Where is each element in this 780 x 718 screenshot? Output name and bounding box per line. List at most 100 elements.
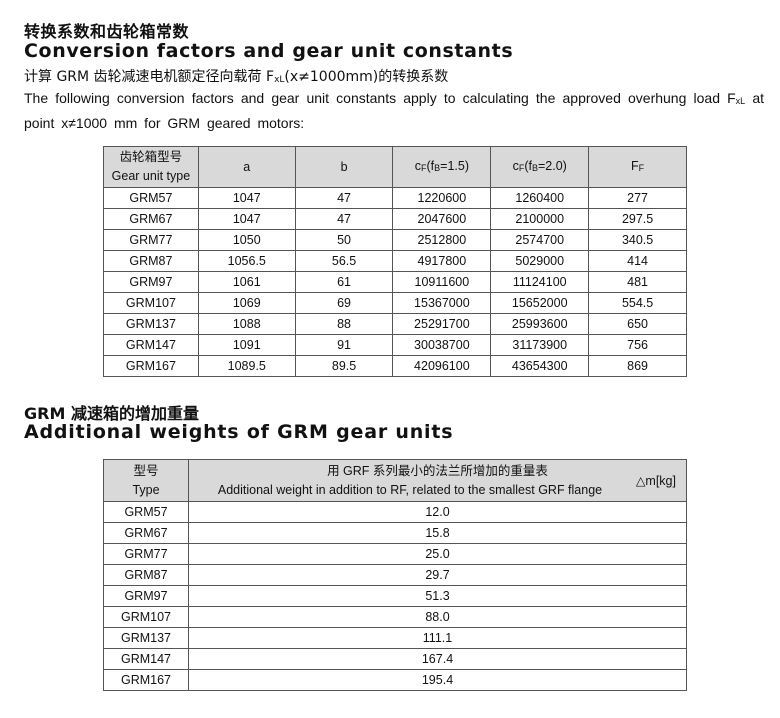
- table-row: GRM57 12.0: [103, 501, 687, 523]
- cell-value: 1069: [197, 292, 296, 314]
- cell-value: 2574700: [490, 229, 590, 251]
- cell-value: 2047600: [392, 208, 492, 230]
- cell-type: GRM87: [103, 250, 199, 272]
- cell-value: 88.0: [188, 606, 687, 628]
- cell-type: GRM167: [103, 669, 189, 691]
- table-row: GRM147 167.4: [103, 648, 687, 670]
- cell-type: GRM57: [103, 501, 189, 523]
- cell-type: GRM67: [103, 522, 189, 544]
- cell-value: 51.3: [188, 585, 687, 607]
- cell-value: 43654300: [490, 355, 590, 377]
- header-type: 型号 Type: [103, 459, 189, 502]
- cell-value: 756: [588, 334, 687, 356]
- cell-value: 5029000: [490, 250, 590, 272]
- header-cf-20: cF(fB=2.0): [490, 146, 590, 188]
- table-row: GRM107 1069 69 15367000 15652000 554.5: [103, 292, 687, 314]
- cell-type: GRM77: [103, 229, 199, 251]
- cell-type: GRM107: [103, 606, 189, 628]
- section-title-cn: 转换系数和齿轮箱常数: [24, 22, 190, 41]
- cell-value: 25993600: [490, 313, 590, 335]
- cell-type: GRM147: [103, 648, 189, 670]
- description-paragraph: The following conversion factors and gea…: [24, 90, 764, 131]
- cell-value: 91: [294, 334, 394, 356]
- table-row: GRM67 1047 47 2047600 2100000 297.5: [103, 208, 687, 230]
- additional-weights-table: 型号 Type 用 GRF 系列最小的法兰所增加的重量表 Additional we…: [103, 459, 687, 691]
- cell-value: 2100000: [490, 208, 590, 230]
- cell-type: GRM57: [103, 187, 199, 209]
- cell-value: 1061: [197, 271, 296, 293]
- cell-value: 15652000: [490, 292, 590, 314]
- header-ff: FF: [588, 146, 687, 188]
- cell-type: GRM87: [103, 564, 189, 586]
- section-title-en: Conversion factors and gear unit constan…: [24, 40, 514, 62]
- cell-value: 15367000: [392, 292, 492, 314]
- table-row: GRM57 1047 47 1220600 1260400 277: [103, 187, 687, 209]
- table-row: GRM137 1088 88 25291700 25993600 650: [103, 313, 687, 335]
- cell-value: 1220600: [392, 187, 492, 209]
- cell-value: 31173900: [490, 334, 590, 356]
- table-row: GRM167 1089.5 89.5 42096100 43654300 869: [103, 355, 687, 377]
- cell-value: 167.4: [188, 648, 687, 670]
- header-gear-unit-type: 齿轮箱型号 Gear unit type: [103, 146, 199, 188]
- cell-value: 69: [294, 292, 394, 314]
- cell-value: 1091: [197, 334, 296, 356]
- cell-value: 869: [588, 355, 687, 377]
- cell-value: 650: [588, 313, 687, 335]
- table-header-row: 型号 Type 用 GRF 系列最小的法兰所增加的重量表 Additional we…: [103, 459, 687, 502]
- unit-label: △m[kg]: [635, 474, 676, 488]
- cell-value: 12.0: [188, 501, 687, 523]
- cell-value: 1047: [197, 187, 296, 209]
- cell-type: GRM137: [103, 627, 189, 649]
- table-header-row: 齿轮箱型号 Gear unit type a b cF(fB=1.5) cF(fB…: [103, 146, 687, 188]
- cell-value: 47: [294, 187, 394, 209]
- cell-value: 30038700: [392, 334, 492, 356]
- table-row: GRM87 29.7: [103, 564, 687, 586]
- cell-type: GRM67: [103, 208, 199, 230]
- cell-value: 111.1: [188, 627, 687, 649]
- cell-value: 1047: [197, 208, 296, 230]
- cell-value: 50: [294, 229, 394, 251]
- table-row: GRM97 1061 61 10911600 11124100 481: [103, 271, 687, 293]
- cell-value: 340.5: [588, 229, 687, 251]
- cell-value: 554.5: [588, 292, 687, 314]
- cell-value: 61: [294, 271, 394, 293]
- header-additional-weight: 用 GRF 系列最小的法兰所增加的重量表 Additional weight in…: [188, 459, 687, 502]
- cell-value: 1050: [197, 229, 296, 251]
- conversion-factors-table: 齿轮箱型号 Gear unit type a b cF(fB=1.5) cF(fB…: [103, 146, 687, 377]
- table-row: GRM77 1050 50 2512800 2574700 340.5: [103, 229, 687, 251]
- section2-title-en: Additional weights of GRM gear units: [24, 421, 454, 443]
- table-row: GRM137 111.1: [103, 627, 687, 649]
- cell-type: GRM167: [103, 355, 199, 377]
- cell-value: 195.4: [188, 669, 687, 691]
- cell-type: GRM97: [103, 585, 189, 607]
- table-row: GRM97 51.3: [103, 585, 687, 607]
- cell-value: 11124100: [490, 271, 590, 293]
- cell-type: GRM77: [103, 543, 189, 565]
- cell-value: 1089.5: [197, 355, 296, 377]
- subtitle-cn: 计算 GRM 齿轮减速电机额定径向载荷 FxL(x≠1000mm)的转换系数: [24, 69, 449, 85]
- cell-value: 25291700: [392, 313, 492, 335]
- cell-value: 88: [294, 313, 394, 335]
- table-row: GRM67 15.8: [103, 522, 687, 544]
- cell-type: GRM137: [103, 313, 199, 335]
- table-row: GRM87 1056.5 56.5 4917800 5029000 414: [103, 250, 687, 272]
- cell-value: 1260400: [490, 187, 590, 209]
- table-row: GRM107 88.0: [103, 606, 687, 628]
- cell-value: 297.5: [588, 208, 687, 230]
- cell-type: GRM147: [103, 334, 199, 356]
- table-row: GRM167 195.4: [103, 669, 687, 691]
- cell-value: 414: [588, 250, 687, 272]
- cell-value: 47: [294, 208, 394, 230]
- cell-value: 42096100: [392, 355, 492, 377]
- cell-value: 277: [588, 187, 687, 209]
- cell-value: 56.5: [294, 250, 394, 272]
- cell-value: 25.0: [188, 543, 687, 565]
- header-cf-15: cF(fB=1.5): [392, 146, 492, 188]
- cell-type: GRM107: [103, 292, 199, 314]
- cell-value: 89.5: [294, 355, 394, 377]
- table-row: GRM147 1091 91 30038700 31173900 756: [103, 334, 687, 356]
- header-b: b: [294, 146, 394, 188]
- cell-value: 29.7: [188, 564, 687, 586]
- table-row: GRM77 25.0: [103, 543, 687, 565]
- header-a: a: [197, 146, 296, 188]
